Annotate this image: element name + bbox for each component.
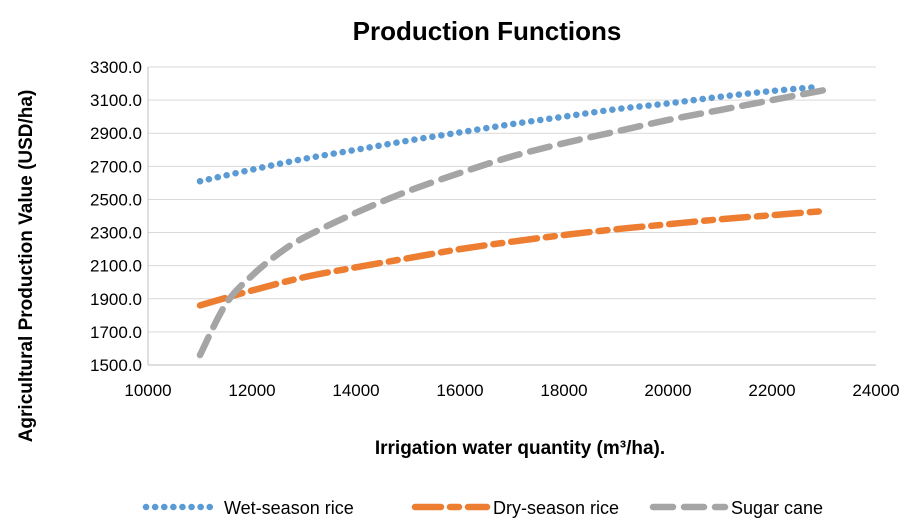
y-tick-label: 3300.0 (90, 58, 142, 77)
x-tick-label: 12000 (228, 381, 275, 400)
series-line-dry-season-rice (196, 207, 828, 309)
y-tick-label: 1500.0 (90, 356, 142, 375)
y-tick-label: 2100.0 (90, 257, 142, 276)
y-tick-labels: 1500.0 1700.0 1900.0 2100.0 2300.0 2500.0 2700… (90, 58, 142, 375)
y-tick-label: 2700.0 (90, 157, 142, 176)
x-tick-label: 22000 (748, 381, 795, 400)
legend-label-dry-season-rice: Dry-season rice (493, 498, 619, 518)
y-tick-label: 2500.0 (90, 190, 142, 209)
y-tick-label: 3100.0 (90, 91, 142, 110)
x-tick-label: 16000 (436, 381, 483, 400)
x-tick-labels: 10000 12000 14000 16000 18000 20000 22000 24000 (124, 381, 899, 400)
chart-title: Production Functions (353, 16, 622, 46)
x-tick-label: 18000 (540, 381, 587, 400)
x-tick-label: 14000 (332, 381, 379, 400)
axes (147, 67, 876, 366)
legend-label-sugar-cane: Sugar cane (731, 498, 823, 518)
x-tick-label: 24000 (852, 381, 899, 400)
y-tick-label: 1900.0 (90, 290, 142, 309)
y-tick-label: 2300.0 (90, 224, 142, 243)
legend-label-wet-season-rice: Wet-season rice (224, 498, 354, 518)
x-axis-title: Irrigation water quantity (m³/ha). (375, 438, 665, 459)
y-tick-label: 2900.0 (90, 124, 142, 143)
y-tick-label: 1700.0 (90, 323, 142, 342)
x-tick-label: 10000 (124, 381, 171, 400)
series-lines (196, 83, 828, 359)
y-axis-title: Agricultural Production Value (USD/ha) (16, 90, 37, 443)
legend: Wet-season rice Dry-season rice Sugar cane (142, 498, 823, 518)
series-line-wet-season-rice (196, 83, 823, 185)
x-tick-label: 20000 (644, 381, 691, 400)
series-line-sugar-cane (196, 86, 828, 359)
